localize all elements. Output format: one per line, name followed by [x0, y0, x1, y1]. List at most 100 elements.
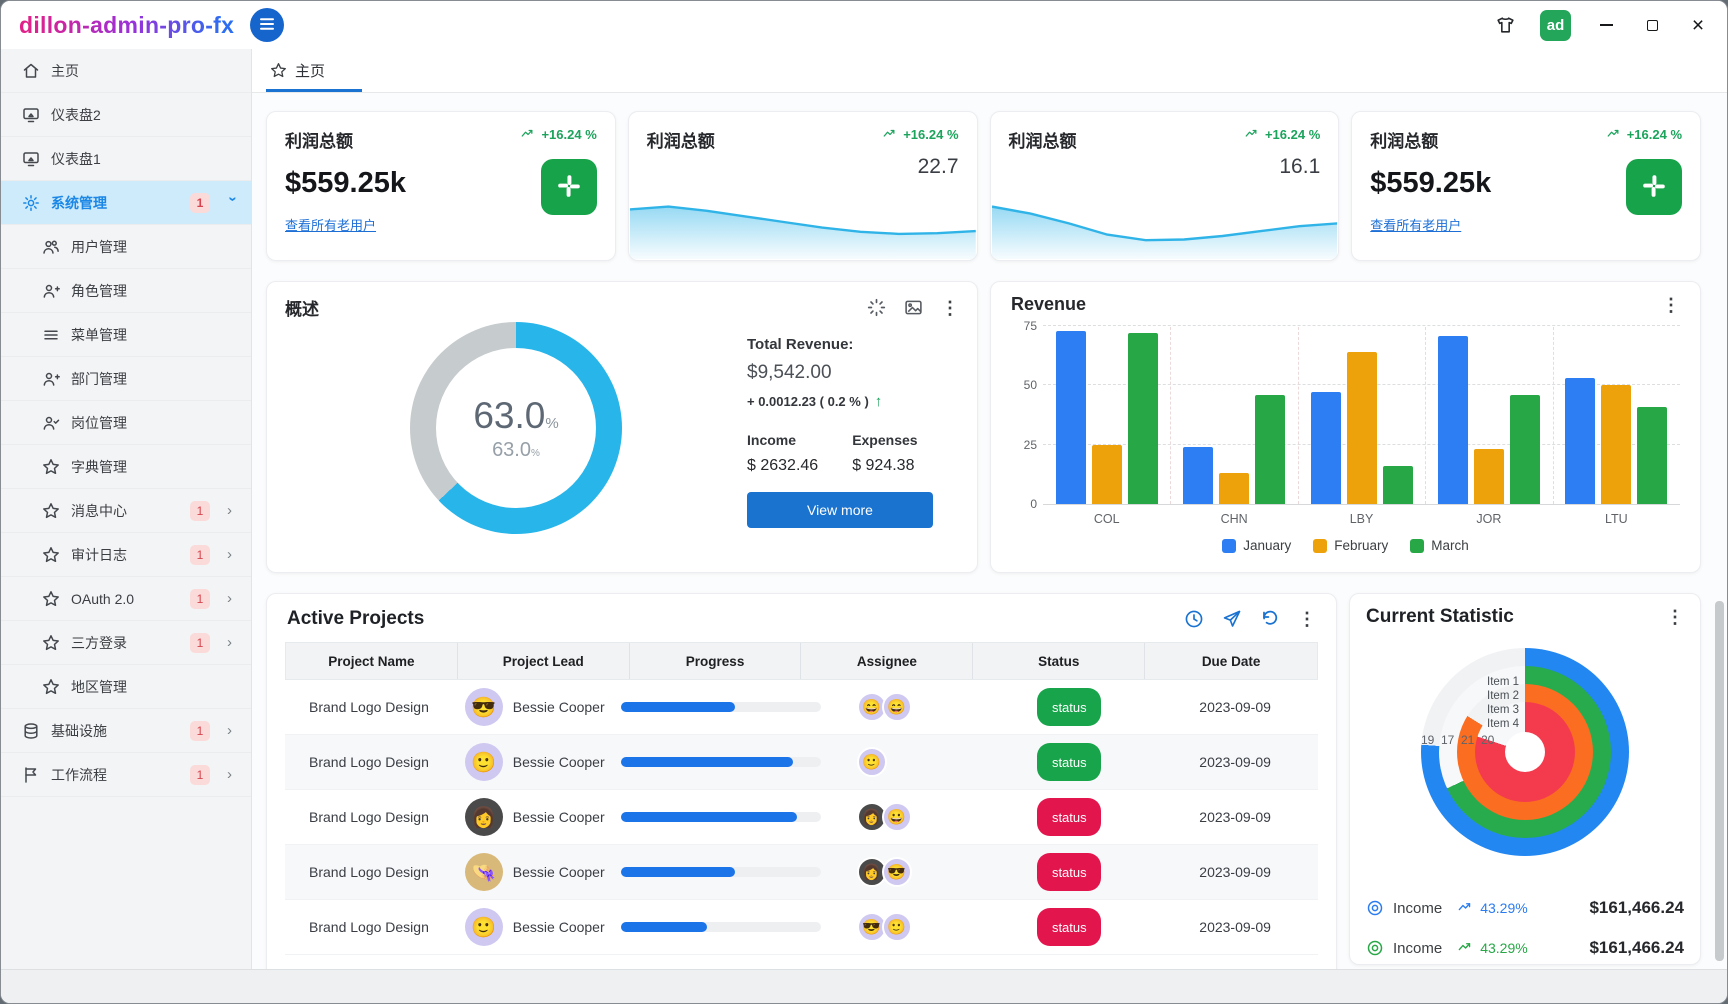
- hamburger-menu-button[interactable]: [250, 8, 285, 42]
- refresh-icon[interactable]: [1260, 609, 1280, 629]
- star-icon: [41, 546, 61, 564]
- y-axis-tick: 0: [1030, 497, 1037, 511]
- bar-february-chn[interactable]: [1219, 473, 1250, 504]
- vertical-scrollbar-thumb[interactable]: [1715, 601, 1724, 961]
- sidebar-item-地区管理[interactable]: 地区管理: [1, 665, 251, 709]
- stat-card-title: 利润总额: [1008, 132, 1077, 151]
- lead-name: Bessie Cooper: [512, 754, 605, 770]
- table-row[interactable]: Brand Logo Design 🙂 Bessie Cooper 😎 🙂 status 2…: [285, 900, 1318, 955]
- table-row[interactable]: Brand Logo Design 👩 Bessie Cooper 👩 😀 status 2…: [285, 790, 1318, 845]
- bar-february-lby[interactable]: [1346, 352, 1377, 504]
- x-axis-label: LBY: [1349, 512, 1374, 526]
- sidebar-item-三方登录[interactable]: 三方登录 1 ›: [1, 621, 251, 665]
- kebab-menu-icon[interactable]: ⋮: [1662, 294, 1680, 315]
- sidebar-item-仪表盘2[interactable]: 仪表盘2: [1, 93, 251, 137]
- project-lead-cell: 😎 Bessie Cooper: [451, 688, 617, 726]
- slack-action-button[interactable]: [1626, 159, 1682, 215]
- bar-march-lby[interactable]: [1382, 466, 1413, 504]
- legend-item-february[interactable]: February: [1313, 538, 1388, 553]
- stat-card-profit-4: 利润总额 +16.24 % $559.25k 查看所有老用户: [1351, 111, 1701, 261]
- income-stat-row: Income 43.29% $161,466.24: [1366, 928, 1684, 968]
- bar-january-jor[interactable]: [1437, 335, 1468, 504]
- view-more-button[interactable]: View more: [747, 492, 933, 528]
- stat-card-title: 利润总额: [1370, 132, 1439, 151]
- view-all-users-link[interactable]: 查看所有老用户: [1370, 218, 1462, 233]
- sidebar-item-用户管理[interactable]: 用户管理: [1, 225, 251, 269]
- user-avatar[interactable]: ad: [1540, 9, 1571, 41]
- due-date-cell: 2023-09-09: [1199, 754, 1271, 770]
- table-row[interactable]: Brand Logo Design 😎 Bessie Cooper 😄 😄 status 2…: [285, 680, 1318, 735]
- progress-cell: [617, 867, 821, 877]
- assignee-avatar: 🙂: [881, 912, 912, 942]
- sidebar-item-label: 工作流程: [51, 766, 107, 783]
- notification-badge: 1: [190, 720, 210, 741]
- sidebar-item-岗位管理[interactable]: 岗位管理: [1, 401, 251, 445]
- slack-icon: [557, 174, 581, 201]
- status-cell: status: [986, 908, 1152, 946]
- kebab-menu-icon[interactable]: ⋮: [1666, 607, 1684, 627]
- hamburger-icon: [259, 17, 275, 34]
- notification-badge: 1: [190, 764, 210, 785]
- loader-icon[interactable]: [867, 298, 886, 317]
- sidebar-item-系统管理[interactable]: 系统管理 1 ›: [1, 181, 251, 225]
- bar-march-ltu[interactable]: [1637, 406, 1668, 504]
- bar-january-col[interactable]: [1055, 330, 1086, 504]
- legend-label: March: [1431, 538, 1469, 553]
- legend-item-january[interactable]: January: [1222, 538, 1291, 553]
- clock-icon[interactable]: [1184, 609, 1204, 629]
- stat-card-profit-1: 利润总额 +16.24 % $559.25k 查看所有老用户: [266, 111, 616, 261]
- sidebar-item-部门管理[interactable]: 部门管理: [1, 357, 251, 401]
- project-name-cell: Brand Logo Design: [309, 864, 429, 880]
- bar-february-jor[interactable]: [1473, 449, 1504, 504]
- radial-label: Item 3: [1487, 704, 1519, 716]
- tab-home[interactable]: 主页: [265, 49, 363, 92]
- sidebar-item-label: 主页: [51, 62, 79, 79]
- slack-action-button[interactable]: [540, 159, 597, 215]
- sidebar-item-label: 部门管理: [71, 370, 127, 387]
- chevron-right-icon: ›: [227, 766, 232, 783]
- income-label: Income: [747, 432, 797, 448]
- kebab-menu-icon[interactable]: ⋮: [941, 297, 959, 318]
- sidebar-item-菜单管理[interactable]: 菜单管理: [1, 313, 251, 357]
- bar-march-chn[interactable]: [1255, 394, 1286, 504]
- sidebar-item-工作流程[interactable]: 工作流程 1 ›: [1, 753, 251, 797]
- theme-shirt-icon[interactable]: [1495, 15, 1516, 36]
- arrow-up-icon: ↑: [874, 393, 883, 410]
- app-logo: dillon-admin-pro-fx: [19, 11, 235, 38]
- sidebar-item-角色管理[interactable]: 角色管理: [1, 269, 251, 313]
- view-all-users-link[interactable]: 查看所有老用户: [285, 218, 377, 233]
- radial-value: 21: [1461, 733, 1475, 747]
- legend-item-march[interactable]: March: [1410, 538, 1469, 553]
- bar-january-ltu[interactable]: [1565, 378, 1596, 504]
- income-value: $ 2632.46: [747, 457, 819, 474]
- send-icon[interactable]: [1222, 609, 1242, 629]
- bar-january-chn[interactable]: [1183, 447, 1214, 504]
- bar-march-col[interactable]: [1127, 333, 1158, 504]
- bar-february-ltu[interactable]: [1601, 385, 1632, 504]
- sidebar-item-oauth-2.0[interactable]: OAuth 2.0 1 ›: [1, 577, 251, 621]
- maximize-button[interactable]: [1641, 14, 1663, 36]
- stat-card-profit-2: 利润总额 +16.24 % 22.7: [627, 111, 978, 261]
- minimize-button[interactable]: [1595, 14, 1617, 36]
- projects-table: Project Name Project Lead Progress Assignee…: [285, 642, 1318, 955]
- kebab-menu-icon[interactable]: ⋮: [1298, 609, 1316, 629]
- bar-january-lby[interactable]: [1310, 392, 1341, 504]
- sidebar-item-消息中心[interactable]: 消息中心 1 ›: [1, 489, 251, 533]
- sidebar-item-基础设施[interactable]: 基础设施 1 ›: [1, 709, 251, 753]
- target-icon: [1366, 899, 1384, 917]
- bar-march-jor[interactable]: [1509, 394, 1540, 504]
- table-row[interactable]: Brand Logo Design 👒 Bessie Cooper 👩 😎 status 2…: [285, 845, 1318, 900]
- star-icon: [41, 590, 61, 608]
- table-row[interactable]: Brand Logo Design 🙂 Bessie Cooper 🙂 status 20…: [285, 735, 1318, 790]
- radial-ring-2: [1439, 666, 1611, 838]
- menu-list-icon: [41, 326, 61, 344]
- sidebar-item-主页[interactable]: 主页: [1, 49, 251, 93]
- bar-february-col[interactable]: [1091, 444, 1122, 504]
- sidebar-item-仪表盘1[interactable]: 仪表盘1: [1, 137, 251, 181]
- status-cell: status: [986, 853, 1152, 891]
- sidebar-item-审计日志[interactable]: 审计日志 1 ›: [1, 533, 251, 577]
- chevron-down-icon: ›: [224, 196, 242, 202]
- image-icon[interactable]: [904, 298, 923, 317]
- sidebar-item-字典管理[interactable]: 字典管理: [1, 445, 251, 489]
- close-button[interactable]: ×: [1691, 13, 1705, 37]
